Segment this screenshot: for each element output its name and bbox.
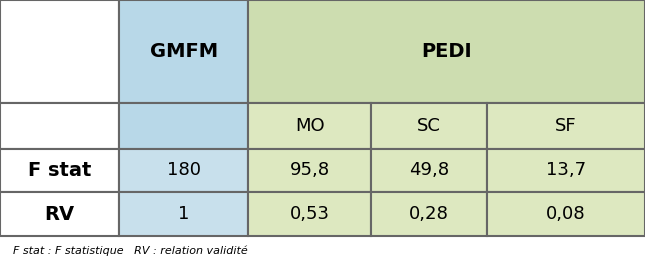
Bar [371,103,487,148]
Bar [0,103,119,148]
Text: SC: SC [417,117,441,135]
Bar [0,148,119,192]
Bar [0,192,119,236]
Text: 13,7: 13,7 [546,161,586,179]
Text: GMFM: GMFM [150,42,218,61]
Text: 1: 1 [178,205,190,223]
Text: 49,8: 49,8 [409,161,449,179]
Bar [248,148,371,192]
Text: F stat: F stat [28,161,92,180]
Text: RV: RV [45,204,75,224]
Text: 95,8: 95,8 [290,161,330,179]
Bar [371,192,487,236]
Bar [119,0,248,103]
Bar [119,192,248,236]
Bar [119,103,248,148]
Text: 0,08: 0,08 [546,205,586,223]
Bar [248,103,371,148]
Text: 180: 180 [167,161,201,179]
Text: PEDI: PEDI [421,42,472,61]
Bar [487,103,645,148]
Text: 0,53: 0,53 [290,205,330,223]
Text: SF: SF [555,117,577,135]
Bar [0,0,119,103]
Text: F stat : F statistique   RV : relation validité: F stat : F statistique RV : relation val… [13,245,248,256]
Bar [487,192,645,236]
Bar [119,148,248,192]
Bar [248,192,371,236]
Text: 0,28: 0,28 [409,205,449,223]
Text: MO: MO [295,117,324,135]
Bar [487,148,645,192]
Bar [248,0,645,103]
Bar [371,148,487,192]
